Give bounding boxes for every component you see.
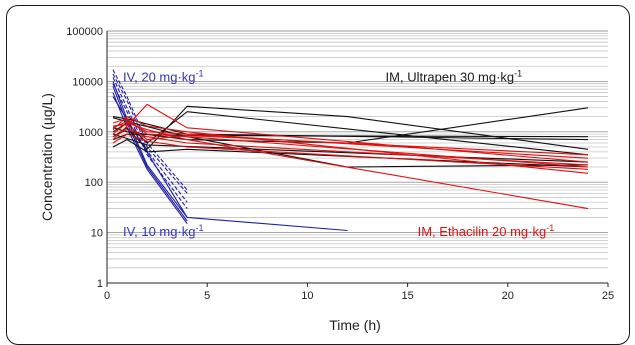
y-tick-label: 10 — [91, 228, 103, 240]
axes — [106, 31, 608, 284]
annotation-text: IV, 10 mg·kg — [123, 224, 196, 239]
series-line — [112, 92, 188, 225]
annotation-superscript: -1 — [546, 223, 554, 233]
x-axis-title: Time (h) — [329, 317, 381, 333]
series-line — [112, 69, 188, 191]
series-annotation: IV, 20 mg·kg-1 — [123, 68, 204, 84]
y-axis-title: Concentration (µg/L) — [39, 93, 55, 221]
chart-frame — [6, 5, 630, 345]
series-layer — [112, 69, 589, 232]
y-tick-label: 100 — [85, 177, 103, 189]
x-tick-label: 10 — [301, 290, 313, 302]
series-line — [112, 77, 188, 203]
annotations: IV, 20 mg·kg-1 IM, Ultrapen 30 mg·kg-1IV,… — [123, 68, 554, 239]
annotation-text: IV, 20 mg·kg — [123, 69, 196, 84]
series-line — [112, 123, 589, 156]
annotation-superscript: -1 — [196, 68, 204, 78]
series-line — [112, 129, 589, 166]
series-line — [112, 139, 589, 168]
x-tick-label: 20 — [502, 290, 514, 302]
y-tick-label: 100000 — [66, 26, 103, 38]
series-line — [112, 107, 589, 144]
x-tick-label: 25 — [602, 290, 614, 302]
series-line — [112, 118, 589, 168]
x-tick-label: 0 — [104, 290, 110, 302]
annotation-superscript: -1 — [514, 68, 522, 78]
series-line — [112, 116, 589, 141]
annotation-superscript: -1 — [196, 223, 204, 233]
series-line — [112, 122, 589, 210]
annotation-text: IM, Ultrapen 30 mg·kg — [386, 69, 515, 84]
y-tick-label: 1000 — [79, 127, 103, 139]
series-line — [112, 116, 589, 174]
y-tick-label: 10000 — [72, 76, 103, 88]
x-tick-label: 15 — [401, 290, 413, 302]
series-line — [112, 96, 348, 232]
x-tick-label: 5 — [204, 290, 210, 302]
series-annotation: IM, Ethacilin 20 mg·kg-1 — [418, 223, 555, 239]
y-tick-label: 1 — [97, 278, 103, 290]
tick-labels: 0 5 10 15 20 25 1 10 100 1000 10000 100000 — [66, 26, 614, 302]
annotation-text: IM, Ethacilin 20 mg·kg — [418, 224, 547, 239]
series-line — [112, 111, 589, 156]
series-annotation: IM, Ultrapen 30 mg·kg-1 — [386, 68, 523, 84]
series-line — [112, 133, 589, 170]
concentration-time-chart: 0 5 10 15 20 25 1 10 100 1000 10000 100000 IV, 20 m… — [39, 26, 614, 333]
series-line — [112, 86, 188, 222]
series-line — [112, 103, 589, 163]
series-annotation: IV, 10 mg·kg-1 — [123, 223, 204, 239]
